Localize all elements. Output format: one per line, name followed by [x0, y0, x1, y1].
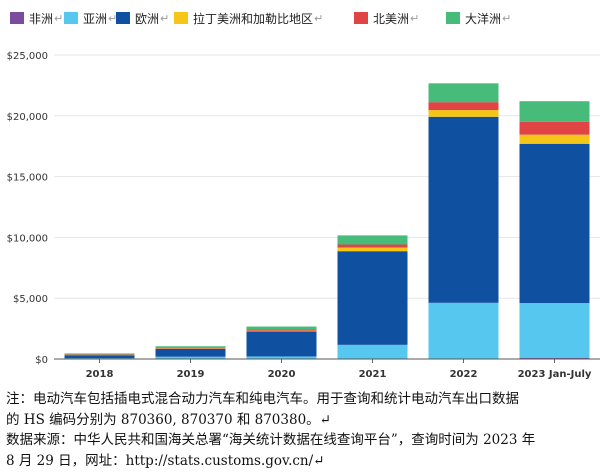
bar-segment — [155, 346, 226, 348]
bar-segment — [246, 330, 317, 332]
bar-segment — [519, 121, 590, 135]
y-tick-label: $20,000 — [7, 112, 48, 123]
bar-segment — [519, 303, 590, 359]
source-line-1: 数据来源：中华人民共和国海关总署“海关统计数据在线查询平台”，查询时间为 202… — [6, 432, 536, 448]
y-tick-label: $10,000 — [7, 233, 48, 244]
chart-notes: 注：电动汽车包括插电式混合动力汽车和纯电汽车。用于查询和统计电动汽车出口数据 的… — [6, 389, 602, 471]
legend-label: 非洲 — [29, 11, 54, 26]
legend-swatch — [446, 12, 460, 24]
y-tick-label: $15,000 — [7, 173, 48, 184]
legend-swatch — [64, 12, 78, 24]
bar-segment — [337, 344, 408, 359]
bar-segment — [428, 116, 499, 303]
note-line-2: 的 HS 编码分别为 870360, 870370 和 870380。↵ — [6, 411, 331, 428]
legend-return-mark: ↵ — [314, 11, 324, 25]
legend-return-mark: ↵ — [502, 11, 512, 25]
bar-segment — [246, 326, 317, 330]
bar-segment — [64, 353, 135, 355]
legend-label: 欧洲 — [135, 11, 160, 26]
bar-segment — [519, 143, 590, 304]
x-tick-label: 2023 Jan-July — [518, 369, 592, 380]
bar-segment — [428, 102, 499, 111]
legend-item-4: 拉丁美洲和加勒比地区 ↵ — [174, 10, 323, 26]
legend-label: 北美洲 — [373, 11, 410, 26]
legend-item-6: 大洋洲 ↵ — [446, 10, 511, 26]
legend-swatch — [10, 12, 24, 24]
legend-item-3: 欧洲 ↵ — [116, 10, 169, 26]
x-tick-label: 2021 — [359, 369, 387, 380]
bar-segment — [519, 101, 590, 122]
bar-segment — [246, 356, 317, 359]
bar-segment — [155, 348, 226, 357]
x-tick-label: 2020 — [268, 369, 296, 380]
legend-label: 亚洲 — [83, 11, 108, 26]
legend-return-mark: ↵ — [54, 11, 64, 25]
legend-item-2: 亚洲 ↵ — [64, 10, 117, 26]
bar-segment — [337, 251, 408, 345]
x-tick-label: 2022 — [450, 369, 478, 380]
legend-item-5: 北美洲 ↵ — [354, 10, 419, 26]
x-tick-label: 2018 — [86, 369, 114, 380]
legend-label: 拉丁美洲和加勒比地区 — [193, 11, 314, 26]
y-tick-label: $25,000 — [7, 51, 48, 62]
legend-return-mark: ↵ — [160, 11, 170, 25]
bar-segment — [519, 134, 590, 144]
bar-segment — [428, 302, 499, 359]
source-line-2: 8 月 29 日，网址：http://stats.customs.gov.cn/… — [6, 452, 325, 469]
bar-segment — [337, 244, 408, 248]
bar-segment — [155, 356, 226, 359]
note-line-1: 注：电动汽车包括插电式混合动力汽车和纯电汽车。用于查询和统计电动汽车出口数据 — [6, 391, 519, 407]
bar-segment — [246, 331, 317, 357]
y-tick-label: $5,000 — [13, 294, 48, 305]
legend-swatch — [116, 12, 130, 24]
bar-segment — [337, 235, 408, 245]
bar-segment — [246, 329, 317, 331]
legend-swatch — [174, 12, 188, 24]
bar-segment — [155, 347, 226, 349]
legend-return-mark: ↵ — [108, 11, 118, 25]
legend-label: 大洋洲 — [465, 11, 502, 26]
legend-swatch — [354, 12, 368, 24]
bar-segment — [337, 247, 408, 252]
chart-legend: 非洲 ↵ 亚洲 ↵ 欧洲 ↵ 拉丁美洲和加勒比地区 ↵ 北美洲 ↵ 大洋洲 ↵ — [6, 6, 606, 30]
bar-segment — [428, 110, 499, 117]
bar-segment — [64, 355, 135, 359]
legend-return-mark: ↵ — [410, 11, 420, 25]
stacked-bar-chart: $0 $5,000 $10,000 $15,000 $20,000 $25,000 2018… — [7, 51, 600, 380]
x-tick-label: 2019 — [177, 369, 205, 380]
bar-segment — [428, 83, 499, 103]
y-tick-label: $0 — [35, 355, 48, 366]
legend-item-1: 非洲 ↵ — [10, 10, 63, 26]
